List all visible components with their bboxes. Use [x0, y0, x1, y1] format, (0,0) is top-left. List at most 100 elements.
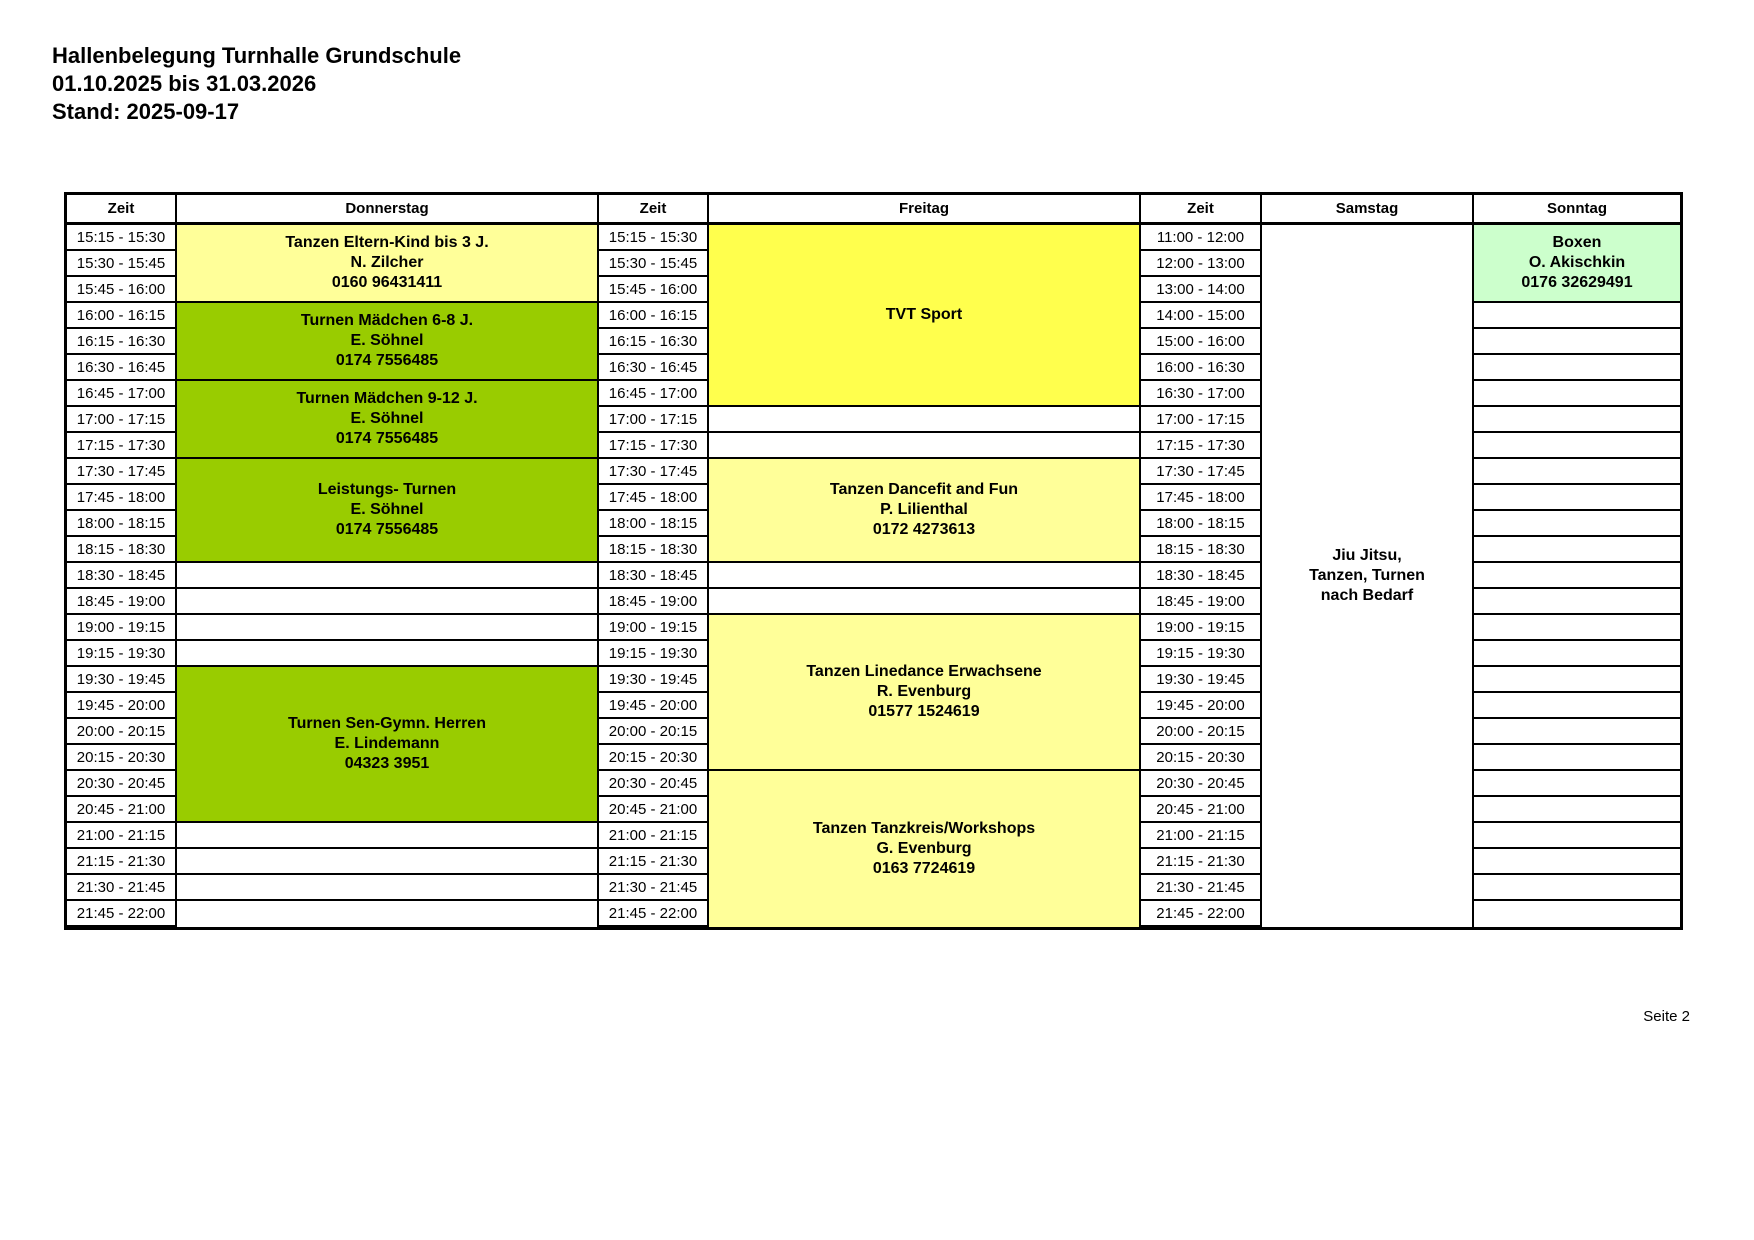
time-cell: 18:45 - 19:00 — [67, 589, 175, 615]
time-cell: 11:00 - 12:00 — [1141, 225, 1260, 251]
time-cell: 18:15 - 18:30 — [599, 537, 707, 563]
empty-cell — [1474, 667, 1680, 693]
block-text-line: Turnen Mädchen 6-8 J. — [300, 312, 474, 329]
schedule-block: Tanzen Linedance Erwachsene R. Evenburg 01… — [709, 615, 1139, 771]
empty-cell — [1474, 823, 1680, 849]
schedule-block: Tanzen Dancefit and Fun P. Lilienthal 0172… — [709, 459, 1139, 563]
column-header: Zeit — [67, 195, 175, 225]
time-cell: 20:45 - 21:00 — [1141, 797, 1260, 823]
empty-cell — [1474, 459, 1680, 485]
block-text-line: R. Evenburg — [876, 683, 972, 700]
time-cell: 19:45 - 20:00 — [1141, 693, 1260, 719]
schedule-block: Leistungs- Turnen E. Söhnel 0174 7556485 — [177, 459, 597, 563]
empty-cell — [177, 641, 597, 667]
date-range: 01.10.2025 bis 31.03.2026 — [52, 71, 317, 96]
stand-date: Stand: 2025-09-17 — [52, 99, 240, 124]
time-cell: 18:30 - 18:45 — [1141, 563, 1260, 589]
empty-cell — [177, 563, 597, 589]
block-text-line: Tanzen Dancefit and Fun — [829, 481, 1019, 498]
time-cell: 17:30 - 17:45 — [1141, 459, 1260, 485]
block-text-line: 0172 4273613 — [872, 521, 976, 538]
time-cell: 21:15 - 21:30 — [599, 849, 707, 875]
empty-cell — [1474, 589, 1680, 615]
block-text-line: Jiu Jitsu, — [1332, 547, 1402, 564]
block-text-line: E. Söhnel — [350, 410, 424, 427]
day-column-freitag: Freitag TVT Sport Tanzen Dancefit and Fun P… — [709, 195, 1141, 927]
day-column-sonntag: Sonntag Boxen O. Akischkin 0176 32629491 — [1474, 195, 1680, 927]
time-cell: 19:45 - 20:00 — [67, 693, 175, 719]
block-text-line: 0174 7556485 — [335, 430, 439, 447]
time-cell: 15:15 - 15:30 — [67, 225, 175, 251]
column-header: Samstag — [1262, 195, 1472, 225]
schedule-block: Tanzen Eltern-Kind bis 3 J. N. Zilcher 016… — [177, 225, 597, 303]
empty-cell — [1474, 485, 1680, 511]
time-cell: 16:00 - 16:15 — [599, 303, 707, 329]
document-title: Hallenbelegung Turnhalle Grundschule — [52, 43, 462, 68]
empty-cell — [1474, 355, 1680, 381]
time-cell: 17:30 - 17:45 — [67, 459, 175, 485]
time-cell: 18:00 - 18:15 — [1141, 511, 1260, 537]
time-cell: 21:00 - 21:15 — [599, 823, 707, 849]
empty-cell — [1474, 615, 1680, 641]
page-number: Seite 2 — [1643, 1008, 1690, 1025]
day-column-donnerstag: Donnerstag Tanzen Eltern-Kind bis 3 J. N. … — [177, 195, 599, 927]
empty-cell — [177, 901, 597, 927]
block-text-line: N. Zilcher — [350, 254, 424, 271]
empty-cell — [1474, 901, 1680, 927]
time-cell: 21:15 - 21:30 — [67, 849, 175, 875]
block-text-line: Turnen Sen-Gymn. Herren — [288, 715, 486, 732]
time-cell: 17:45 - 18:00 — [1141, 485, 1260, 511]
time-cell: 16:00 - 16:30 — [1141, 355, 1260, 381]
empty-cell — [1474, 797, 1680, 823]
time-cell: 19:30 - 19:45 — [67, 667, 175, 693]
block-text-line: Tanzen Eltern-Kind bis 3 J. — [285, 234, 489, 251]
time-cell: 17:45 - 18:00 — [67, 485, 175, 511]
time-cell: 21:30 - 21:45 — [599, 875, 707, 901]
block-text-line: G. Evenburg — [876, 840, 972, 857]
empty-cell — [1474, 719, 1680, 745]
empty-cell — [1474, 849, 1680, 875]
block-text-line: 0174 7556485 — [335, 352, 439, 369]
time-cell: 15:45 - 16:00 — [67, 277, 175, 303]
time-cell: 18:15 - 18:30 — [67, 537, 175, 563]
time-column: Zeit 11:00 - 12:00 12:00 - 13:00 13:00 - 14… — [1141, 195, 1262, 927]
time-cell: 20:00 - 20:15 — [67, 719, 175, 745]
time-cell: 15:15 - 15:30 — [599, 225, 707, 251]
time-cell: 20:30 - 20:45 — [1141, 771, 1260, 797]
time-cell: 20:15 - 20:30 — [599, 745, 707, 771]
schedule-block: Turnen Sen-Gymn. Herren E. Lindemann 04323… — [177, 667, 597, 823]
empty-cell — [1474, 537, 1680, 563]
empty-cell — [177, 875, 597, 901]
time-cell: 17:00 - 17:15 — [599, 407, 707, 433]
time-cell: 16:30 - 16:45 — [67, 355, 175, 381]
column-header: Zeit — [599, 195, 707, 225]
time-cell: 18:15 - 18:30 — [1141, 537, 1260, 563]
time-cell: 18:45 - 19:00 — [1141, 589, 1260, 615]
block-text-line: 01577 1524619 — [868, 703, 980, 720]
empty-cell — [1474, 745, 1680, 771]
empty-cell — [709, 433, 1139, 459]
column-header: Zeit — [1141, 195, 1260, 225]
empty-cell — [1474, 875, 1680, 901]
schedule-block: Turnen Mädchen 6-8 J. E. Söhnel 0174 75564… — [177, 303, 597, 381]
time-cell: 16:15 - 16:30 — [599, 329, 707, 355]
block-text-line: O. Akischkin — [1528, 254, 1626, 271]
empty-cell — [709, 407, 1139, 433]
empty-cell — [1474, 381, 1680, 407]
time-cell: 20:45 - 21:00 — [67, 797, 175, 823]
block-text-line: 0176 32629491 — [1521, 274, 1633, 291]
time-cell: 20:00 - 20:15 — [1141, 719, 1260, 745]
time-cell: 12:00 - 13:00 — [1141, 251, 1260, 277]
time-cell: 19:00 - 19:15 — [67, 615, 175, 641]
empty-cell — [1474, 329, 1680, 355]
time-cell: 20:30 - 20:45 — [67, 771, 175, 797]
block-text-line: Tanzen, Turnen — [1309, 567, 1425, 584]
empty-cell — [1474, 641, 1680, 667]
schedule-block: Jiu Jitsu, Tanzen, Turnen nach Bedarf — [1262, 225, 1472, 927]
time-cell: 20:15 - 20:30 — [1141, 745, 1260, 771]
empty-cell — [177, 615, 597, 641]
time-cell: 19:30 - 19:45 — [1141, 667, 1260, 693]
block-text-line: E. Lindemann — [334, 735, 440, 752]
time-cell: 18:45 - 19:00 — [599, 589, 707, 615]
time-cell: 16:30 - 17:00 — [1141, 381, 1260, 407]
